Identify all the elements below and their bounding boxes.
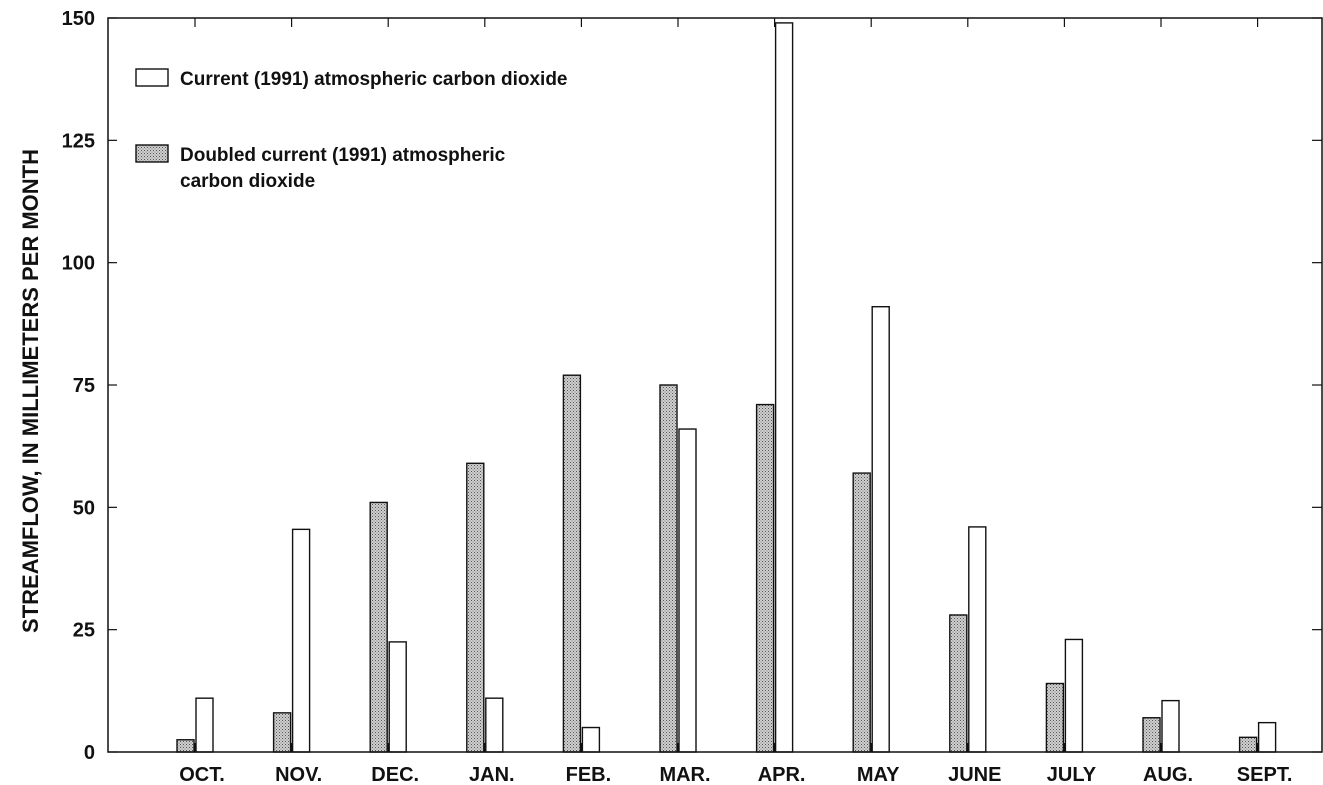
bar-doubled-co2 [659, 384, 678, 753]
bar-current-co2 [485, 697, 504, 753]
category-label: FEB. [566, 764, 612, 785]
legend: Current (1991) atmospheric carbon dioxid… [135, 68, 568, 192]
category-label: JUNE [948, 764, 1001, 785]
bar-doubled-co2 [466, 462, 485, 753]
bar-doubled-co2 [852, 472, 871, 753]
bar-doubled-co2 [755, 403, 775, 753]
category-label: AUG. [1143, 764, 1193, 785]
category-label: MAR. [659, 764, 710, 785]
bar-doubled-co2 [1238, 736, 1258, 753]
bar-doubled-co2 [369, 501, 388, 753]
bar-doubled-co2 [176, 739, 195, 753]
bar-current-co2 [1257, 721, 1277, 753]
bar-current-co2 [1064, 638, 1084, 753]
bar-doubled-co2 [272, 712, 292, 753]
axis-ticks [108, 17, 1322, 753]
category-label: SEPT. [1237, 764, 1293, 785]
legend-swatch-current [135, 68, 169, 87]
category-label: JAN. [469, 764, 515, 785]
y-tick-labels: 0 25 50 75 100 125 150 [62, 8, 95, 764]
legend-label-doubled: carbon dioxide [180, 171, 315, 192]
legend-label-current: Current (1991) atmospheric carbon dioxid… [180, 69, 568, 90]
bar-doubled-co2 [949, 614, 968, 753]
category-label: JULY [1047, 764, 1097, 785]
y-tick-label: 0 [84, 742, 95, 764]
category-labels: OCT. NOV. DEC. JAN. FEB. MAR. APR. MAY JUNE JULY A… [179, 764, 1292, 785]
bars [176, 22, 1277, 753]
legend-label-doubled: Doubled current (1991) atmospheric [180, 145, 506, 166]
y-tick-label: 150 [62, 8, 95, 30]
bar-doubled-co2 [1142, 717, 1161, 753]
y-tick-label: 75 [73, 375, 95, 397]
legend-swatch-doubled [135, 144, 169, 163]
bar-current-co2 [291, 528, 311, 753]
y-axis-label: STREAMFLOW, IN MILLIMETERS PER MONTH [18, 149, 43, 633]
category-label: APR. [758, 764, 806, 785]
y-tick-label: 125 [62, 130, 95, 152]
bar-current-co2 [678, 428, 697, 753]
bar-current-co2 [871, 306, 890, 753]
bar-current-co2 [388, 641, 407, 753]
category-label: MAY [857, 764, 900, 785]
bar-doubled-co2 [1045, 682, 1065, 753]
category-label: NOV. [275, 764, 322, 785]
plot-frame [107, 17, 1323, 753]
bar-current-co2 [774, 22, 794, 753]
bar-current-co2 [968, 526, 987, 753]
bar-current-co2 [1161, 699, 1180, 753]
y-tick-label: 25 [73, 620, 95, 642]
category-label: OCT. [179, 764, 225, 785]
bar-current-co2 [581, 726, 601, 753]
y-tick-label: 50 [73, 497, 95, 519]
category-label: DEC. [371, 764, 419, 785]
bar-doubled-co2 [562, 374, 582, 753]
y-tick-label: 100 [62, 253, 95, 275]
bar-current-co2 [195, 697, 214, 753]
